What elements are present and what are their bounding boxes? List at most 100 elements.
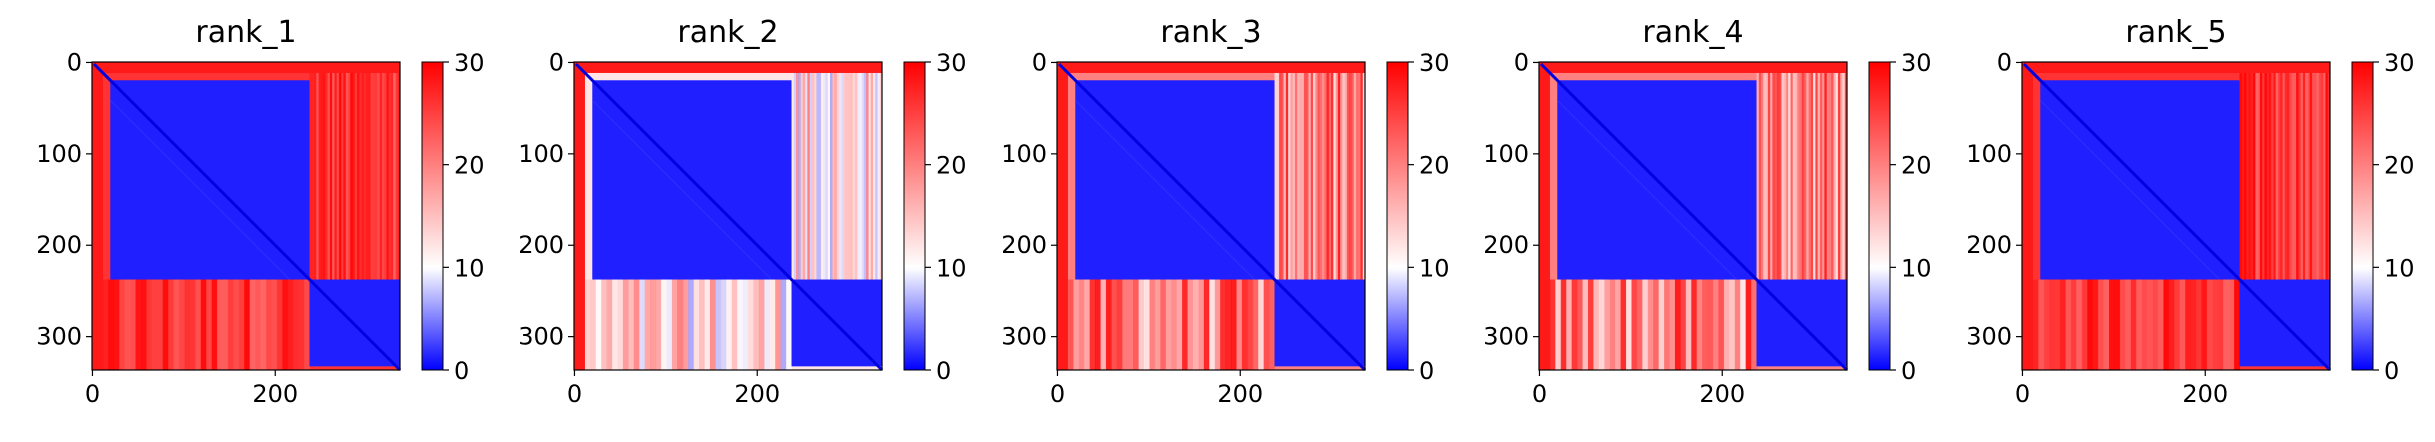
offdiag-stripe xyxy=(1176,279,1183,370)
offdiag-stripe xyxy=(1734,279,1741,370)
offdiag-stripe xyxy=(336,62,340,280)
offdiag-stripe xyxy=(1279,62,1282,280)
offdiag-stripe xyxy=(124,279,131,370)
offdiag-stripe xyxy=(1073,279,1080,370)
offdiag-stripe xyxy=(195,279,202,370)
offdiag-stripe xyxy=(2300,62,2304,280)
offdiag-stripe xyxy=(1192,279,1199,370)
offdiag-stripe xyxy=(2241,62,2245,280)
offdiag-stripe xyxy=(798,62,802,280)
colorbar-tick-label: 30 xyxy=(1419,49,1450,77)
offdiag-stripe xyxy=(1283,62,1287,280)
offdiag-stripe xyxy=(814,62,817,280)
offdiag-stripe xyxy=(786,279,793,370)
offdiag-stripe xyxy=(2250,62,2254,280)
offdiag-stripe xyxy=(334,62,338,280)
offdiag-stripe xyxy=(1182,279,1189,370)
x-tick-label: 200 xyxy=(1217,380,1263,408)
x-tick-label: 0 xyxy=(567,380,582,408)
offdiag-stripe xyxy=(2103,279,2110,370)
offdiag-stripe xyxy=(829,62,833,280)
offdiag-stripe xyxy=(1149,279,1156,370)
offdiag-stripe xyxy=(816,62,820,280)
offdiag-stripe xyxy=(861,62,865,280)
offdiag-stripe xyxy=(1144,279,1150,370)
offdiag-stripe xyxy=(266,279,272,370)
offdiag-stripe xyxy=(1294,62,1298,280)
y-tick-label: 200 xyxy=(36,231,82,259)
offdiag-stripe xyxy=(748,279,754,370)
offdiag-stripe xyxy=(2049,279,2056,370)
offdiag-stripe xyxy=(753,279,760,370)
offdiag-stripe xyxy=(2179,279,2186,370)
offdiag-stripe xyxy=(709,279,716,370)
offdiag-stripe xyxy=(162,279,169,370)
offdiag-stripe xyxy=(2174,279,2181,370)
offdiag-stripe xyxy=(2130,279,2137,370)
offdiag-stripe xyxy=(1324,62,1328,280)
offdiag-stripe xyxy=(1615,279,1622,370)
offdiag-stripe xyxy=(1840,62,1843,280)
offdiag-stripe xyxy=(366,62,369,280)
heatmap-cells xyxy=(1057,62,1367,372)
offdiag-stripe xyxy=(320,62,324,280)
colorbar xyxy=(903,61,926,371)
axes-frame xyxy=(1538,61,1848,371)
offdiag-stripe xyxy=(863,62,867,280)
offdiag-stripe xyxy=(1790,62,1794,280)
offdiag-stripe xyxy=(189,279,196,370)
offdiag-stripe xyxy=(2038,279,2045,370)
offdiag-stripe xyxy=(1276,62,1280,280)
offdiag-stripe xyxy=(870,62,874,280)
offdiag-stripe xyxy=(2114,279,2121,370)
offdiag-stripe xyxy=(361,62,365,280)
offdiag-stripe xyxy=(345,62,349,280)
offdiag-stripe xyxy=(854,62,858,280)
offdiag-stripe xyxy=(359,62,363,280)
offdiag-stripe xyxy=(1797,62,1800,280)
offdiag-stripe xyxy=(2325,62,2329,280)
y-tick-label: 200 xyxy=(1483,231,1529,259)
offdiag-stripe xyxy=(796,62,799,280)
offdiag-stripe xyxy=(2320,62,2324,280)
offdiag-stripe xyxy=(1236,279,1243,370)
offdiag-stripe xyxy=(135,279,142,370)
offdiag-stripe xyxy=(2262,62,2265,280)
offdiag-stripe xyxy=(1285,62,1289,280)
offdiag-stripe xyxy=(329,62,333,280)
offdiag-stripe xyxy=(590,279,597,370)
offdiag-stripe xyxy=(791,62,795,280)
heatmap-cells xyxy=(2022,62,2332,372)
offdiag-stripe xyxy=(298,279,305,370)
offdiag-stripe xyxy=(1328,62,1332,280)
offdiag-stripe xyxy=(1308,62,1312,280)
offdiag-stripe xyxy=(841,62,845,280)
heatmap-cells xyxy=(574,62,884,372)
offdiag-stripe xyxy=(2311,62,2315,280)
offdiag-stripe xyxy=(1549,279,1556,370)
offdiag-stripe xyxy=(1160,279,1167,370)
offdiag-stripe xyxy=(1831,62,1834,280)
offdiag-stripe xyxy=(2293,62,2297,280)
offdiag-stripe xyxy=(1707,279,1714,370)
offdiag-stripe xyxy=(282,279,289,370)
offdiag-stripe xyxy=(1292,62,1296,280)
offdiag-stripe xyxy=(1794,62,1798,280)
offdiag-stripe xyxy=(845,62,849,280)
offdiag-stripe xyxy=(601,279,608,370)
offdiag-stripe xyxy=(2201,279,2208,370)
offdiag-stripe xyxy=(260,279,267,370)
offdiag-stripe xyxy=(2098,279,2105,370)
x-tick-label: 200 xyxy=(2182,380,2228,408)
colorbar-tick-label: 0 xyxy=(2384,357,2399,385)
offdiag-stripe xyxy=(780,279,787,370)
offdiag-stripe xyxy=(720,279,727,370)
offdiag-stripe xyxy=(866,62,869,280)
axes-frame xyxy=(1056,61,1366,371)
offdiag-stripe xyxy=(1604,279,1611,370)
offdiag-stripe xyxy=(2323,62,2326,280)
diagonal-line xyxy=(2022,62,2332,372)
y-tick-label: 100 xyxy=(1001,140,1047,168)
offdiag-stripe xyxy=(293,279,300,370)
offdiag-stripe xyxy=(1351,62,1355,280)
